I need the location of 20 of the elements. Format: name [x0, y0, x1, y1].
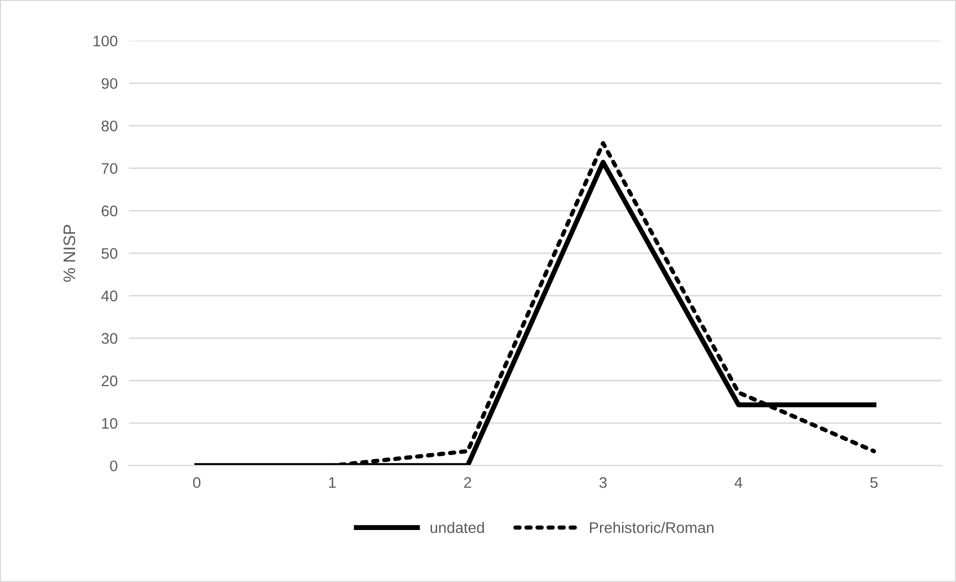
x-tick-label: 0	[193, 477, 200, 488]
y-tick-label: 30	[102, 333, 118, 344]
x-tick-label: 3	[599, 477, 607, 488]
y-tick-label: 40	[101, 290, 118, 302]
y-tick-label: 90	[102, 78, 118, 89]
y-tick-label: 80	[102, 120, 118, 132]
y-tick-label: 60	[102, 206, 118, 216]
x-tick-label: 1	[329, 477, 336, 488]
x-tick-label: 2	[464, 477, 472, 488]
y-tick-label: 10	[102, 418, 118, 429]
y-tick-label: 0	[110, 460, 118, 472]
legend-label: undated	[430, 522, 484, 534]
y-tick-label: 20	[102, 375, 118, 386]
y-tick-label: 70	[102, 163, 118, 174]
legend-label: Prehistoric/Roman	[590, 522, 714, 534]
x-tick-label: 5	[870, 477, 878, 488]
y-tick-label: 100	[94, 36, 118, 46]
y-tick-label: 50	[102, 248, 118, 259]
y-axis-title: % NISP	[63, 224, 76, 282]
x-tick-label: 4	[734, 477, 742, 488]
